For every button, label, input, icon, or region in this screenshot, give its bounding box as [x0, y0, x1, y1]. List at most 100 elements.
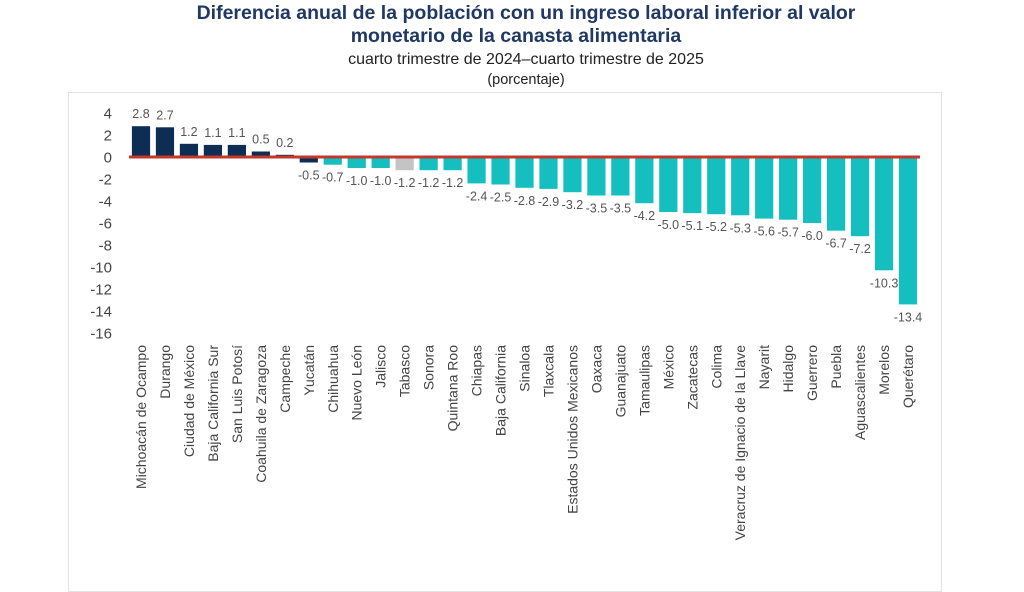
x-category-label: Michoacán de Ocampo — [133, 345, 149, 489]
data-label: -4.2 — [634, 209, 656, 223]
bar-20 — [611, 157, 630, 196]
x-category-label: Baja California Sur — [205, 345, 221, 462]
data-label: -5.2 — [705, 220, 727, 234]
y-tick-label: -8 — [99, 238, 112, 255]
x-category-label: Campeche — [277, 345, 293, 413]
x-category-label: Morelos — [876, 345, 892, 395]
x-category-label: Guanajuato — [612, 345, 628, 418]
data-label: 1.1 — [228, 126, 245, 140]
bar-32 — [898, 157, 918, 305]
data-label: -1.2 — [442, 176, 464, 190]
x-category-label: Yucatán — [301, 345, 317, 396]
x-category-label: Tlaxcala — [540, 345, 556, 397]
data-label: -1.2 — [418, 176, 440, 190]
y-tick-label: -14 — [90, 304, 112, 321]
x-category-label: Nayarit — [756, 345, 772, 389]
x-category-label: Estados Unidos Mexicanos — [564, 345, 580, 514]
x-category-label: México — [660, 345, 676, 390]
data-label: 2.7 — [156, 108, 173, 122]
x-category-label: Jalisco — [373, 345, 389, 388]
bar-7 — [299, 157, 318, 163]
y-tick-label: -10 — [90, 260, 112, 277]
x-category-label: Tamaulipas — [636, 345, 652, 416]
bar-8 — [323, 157, 342, 165]
data-label: -0.7 — [322, 171, 344, 185]
data-label: -1.2 — [394, 176, 416, 190]
bar-23 — [683, 157, 702, 214]
bar-3 — [203, 144, 223, 157]
x-category-label: Hidalgo — [780, 345, 796, 393]
bar-10 — [371, 157, 390, 168]
data-label: -6.0 — [801, 229, 823, 243]
data-label: -13.4 — [894, 310, 923, 324]
y-tick-label: -16 — [90, 326, 112, 343]
y-tick-label: 4 — [104, 106, 112, 123]
bar-21 — [635, 157, 654, 204]
bar-28 — [803, 157, 822, 223]
x-category-label: Veracruz de Ignacio de la Llave — [732, 345, 748, 541]
data-label: -3.5 — [610, 202, 632, 216]
bar-9 — [347, 157, 366, 168]
data-label: -5.3 — [729, 221, 751, 235]
y-tick-label: -6 — [99, 216, 112, 233]
chart-units: (porcentaje) — [487, 72, 565, 88]
bar-5 — [251, 151, 270, 157]
bar-25 — [731, 157, 750, 216]
data-label: -7.2 — [849, 242, 871, 256]
x-category-label: Sinaloa — [517, 345, 533, 392]
x-category-label: Guerrero — [804, 345, 820, 401]
data-label: -2.4 — [466, 189, 488, 203]
data-label: -0.5 — [298, 169, 320, 183]
chart-title-line-1: Diferencia anual de la población con un … — [196, 2, 856, 24]
chart-title-line-2: monetario de la canasta alimentaria — [350, 25, 682, 47]
bar-29 — [826, 157, 846, 231]
data-label: -5.0 — [658, 218, 680, 232]
x-category-label: Coahuila de Zaragoza — [253, 345, 269, 483]
x-category-label: Ciudad de México — [181, 345, 197, 457]
data-label: -3.5 — [586, 202, 608, 216]
data-label: -1.0 — [346, 174, 368, 188]
data-label: 0.5 — [252, 133, 269, 147]
x-category-label: Sonora — [421, 345, 437, 390]
y-tick-label: -2 — [99, 172, 112, 189]
bar-14 — [467, 157, 486, 184]
data-label: -6.7 — [825, 237, 847, 251]
bar-11 — [395, 157, 414, 171]
bar-27 — [779, 157, 798, 220]
y-tick-label: -4 — [99, 194, 112, 211]
x-category-label: Baja California — [493, 345, 509, 436]
bar-chart: 4 2 0 -2 -4 -6 -8 -10 -12 -14 -16 2.8 Michoacán de O… — [90, 106, 923, 541]
x-category-label: Chiapas — [469, 345, 485, 396]
chart-subtitle: cuarto trimestre de 2024–cuarto trimestr… — [348, 51, 704, 68]
bar-2 — [179, 143, 199, 157]
data-label: -2.8 — [514, 194, 536, 208]
x-category-label: San Luis Potosí — [229, 345, 245, 443]
data-label: -10.3 — [870, 276, 899, 290]
bar-0 — [131, 126, 151, 157]
data-label: -1.0 — [370, 174, 392, 188]
bar-22 — [659, 157, 678, 212]
x-category-label: Nuevo León — [349, 345, 365, 421]
data-label: -5.6 — [753, 225, 775, 239]
data-label: 1.1 — [204, 126, 221, 140]
data-label: -5.7 — [777, 226, 799, 240]
y-tick-label: 0 — [104, 150, 112, 167]
data-label: 1.2 — [180, 125, 197, 139]
x-category-label: Aguascalientes — [852, 345, 868, 440]
bar-30 — [850, 157, 870, 237]
x-category-label: Querétaro — [900, 345, 916, 408]
bar-4 — [227, 144, 246, 157]
bar-19 — [587, 157, 606, 196]
y-tick-label: 2 — [104, 128, 112, 145]
data-label: 2.8 — [132, 107, 149, 121]
bar-17 — [539, 157, 558, 189]
bar-15 — [491, 157, 510, 185]
bar-26 — [755, 157, 774, 219]
x-category-label: Quintana Roo — [445, 345, 461, 432]
x-category-label: Durango — [157, 345, 173, 399]
x-category-label: Puebla — [828, 345, 844, 389]
x-category-label: Zacatecas — [684, 345, 700, 410]
data-label: -5.1 — [682, 219, 704, 233]
x-category-label: Tabasco — [397, 345, 413, 397]
bar-18 — [563, 157, 582, 193]
